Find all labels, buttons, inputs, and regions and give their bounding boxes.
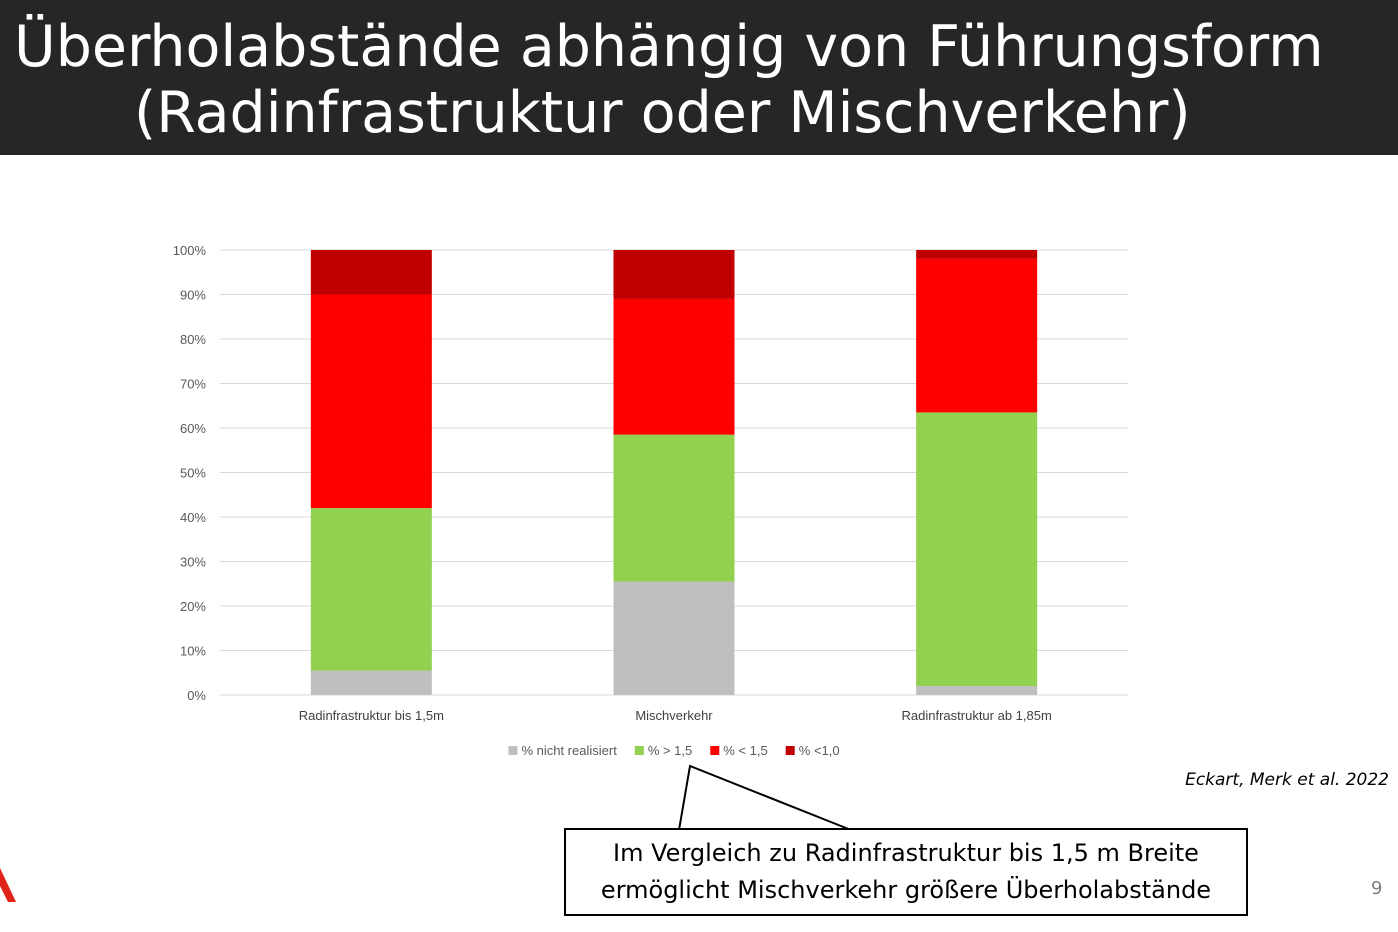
legend-swatch: [710, 746, 720, 755]
chart-legend: % nicht realisiert % > 1,5 % < 1,5 % <1,0: [508, 743, 840, 758]
y-tick-label: 70%: [180, 377, 206, 392]
callout-text-line-1: Im Vergleich zu Radinfrastruktur bis 1,5…: [613, 839, 1199, 867]
legend-item: % <1,0: [785, 743, 840, 758]
y-tick-label: 50%: [180, 466, 206, 481]
callout-text-line-2: ermöglicht Mischverkehr größere Überhola…: [600, 876, 1212, 904]
chart-bars: [310, 250, 1038, 695]
source-citation: Eckart, Merk et al. 2022: [1185, 770, 1389, 790]
logo-fragment-icon: [0, 868, 16, 902]
y-tick-label: 40%: [180, 510, 206, 525]
bar-segment: [916, 686, 1038, 695]
callout-box: Im Vergleich zu Radinfrastruktur bis 1,5…: [564, 828, 1248, 916]
y-tick-label: 90%: [180, 288, 206, 303]
y-tick-label: 60%: [180, 421, 206, 436]
bar-segment: [613, 250, 735, 299]
legend-item: % nicht realisiert: [508, 743, 617, 758]
y-tick-label: 0%: [187, 688, 206, 703]
legend-swatch: [634, 746, 644, 755]
legend-item: % < 1,5: [710, 743, 768, 758]
y-tick-label: 10%: [180, 644, 206, 659]
bar-segment: [310, 250, 432, 295]
y-tick-label: 80%: [180, 332, 206, 347]
legend-label: % < 1,5: [723, 743, 767, 758]
bar-segment: [613, 434, 735, 582]
bar-segment: [916, 412, 1038, 687]
y-tick-label: 30%: [180, 555, 206, 570]
y-tick-label: 20%: [180, 599, 206, 614]
bar-segment: [613, 581, 735, 695]
legend-swatch: [508, 746, 518, 755]
x-category-label: Radinfrastruktur bis 1,5m: [299, 708, 444, 723]
chart-x-axis: Radinfrastruktur bis 1,5m Mischverkehr Rad…: [299, 708, 1052, 723]
legend-swatch: [785, 746, 795, 755]
bar-segment: [916, 250, 1038, 259]
bar-segment: [310, 670, 432, 695]
legend-label: % > 1,5: [648, 743, 692, 758]
bar-segment: [310, 294, 432, 509]
title-bar: Überholabstände abhängig von Führungsfor…: [0, 0, 1398, 155]
y-tick-label: 100%: [173, 243, 207, 258]
legend-label: % nicht realisiert: [521, 743, 617, 758]
chart-y-axis: 0% 10% 20% 30% 40% 50% 60% 70% 80% 90% 100%: [173, 243, 207, 703]
slide-title-line-2: (Radinfrastruktur oder Mischverkehr): [134, 80, 1191, 146]
bar-segment: [310, 508, 432, 671]
bar-segment: [613, 298, 735, 435]
x-category-label: Radinfrastruktur ab 1,85m: [902, 708, 1052, 723]
x-category-label: Mischverkehr: [635, 708, 713, 723]
legend-item: % > 1,5: [634, 743, 692, 758]
bar-segment: [916, 258, 1038, 413]
legend-label: % <1,0: [799, 743, 840, 758]
slide-title-line-1: Überholabstände abhängig von Führungsfor…: [14, 14, 1324, 80]
callout-pointer: [677, 764, 852, 831]
page-number: 9: [1371, 878, 1383, 899]
